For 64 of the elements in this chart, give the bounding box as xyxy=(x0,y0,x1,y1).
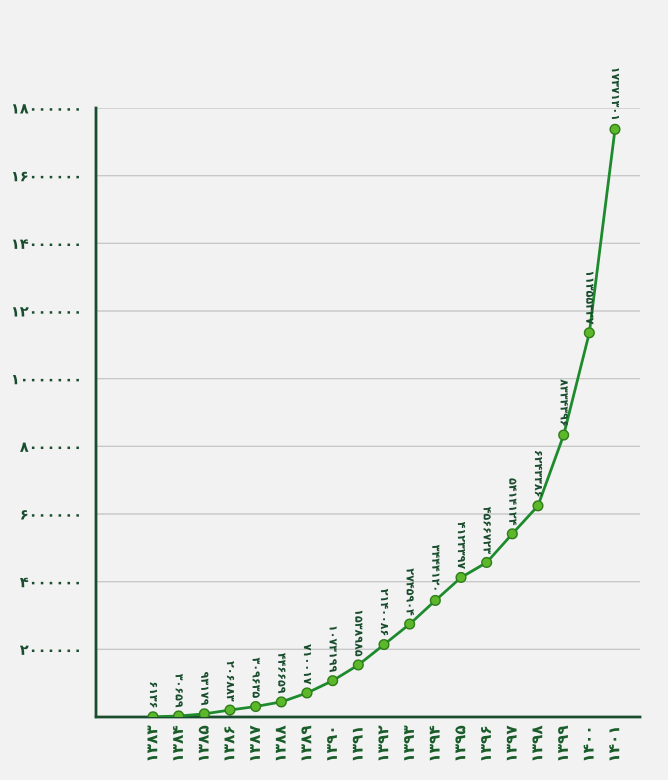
x-tick-label: ۱۳۹۵ xyxy=(455,726,466,760)
data-label: ۴۵۶۶۷۲۳ xyxy=(484,506,491,554)
point xyxy=(378,639,390,650)
data-label: ۱۷۳۷۱۳۰۱ xyxy=(612,68,619,119)
point xyxy=(276,696,287,708)
data-label: ۳۰۶۵۹ xyxy=(176,674,183,708)
data-label: ۱۱۳۵۵۳۲۷ xyxy=(586,272,594,324)
data-label: ۳۰۹۶۳۵ xyxy=(252,658,260,698)
y-tick-label: ۶۰۰۰۰۰۰ xyxy=(21,510,79,520)
point xyxy=(352,659,364,670)
point xyxy=(224,704,236,716)
y-tick-label: ۴۰۰۰۰۰۰ xyxy=(20,578,79,588)
x-tick-label: ۱۴۰۰ xyxy=(584,728,594,760)
data-label: ۴۴۶۶۵۹ xyxy=(278,653,286,694)
x-tick-label: ۱۳۸۵ xyxy=(198,726,209,760)
x-tick-label: ۱۳۸۹ xyxy=(301,726,312,760)
y-tick-label: ۱۶۰۰۰۰۰۰ xyxy=(12,172,79,182)
data-label: ۸۳۳۴۳۹۶ xyxy=(560,379,568,426)
point xyxy=(250,700,262,712)
data-label: ۲۱۴۰۰۸۶ xyxy=(380,588,388,636)
data-label: ۶۱۳۶ xyxy=(150,682,158,708)
x-tick-label: ۱۳۸۴ xyxy=(172,726,183,760)
point xyxy=(584,327,595,338)
data-label: ۱۵۳۸۹۸۵ xyxy=(355,610,362,656)
data-label: ۴۱۲۳۳۹۷ xyxy=(458,522,466,569)
y-tick-label: ۱۰۰۰۰۰۰۰ xyxy=(12,374,79,384)
x-tick-label: ۱۳۹۲ xyxy=(378,726,388,760)
data-label: ۶۲۴۳۳۸۶ xyxy=(534,450,542,496)
x-tick-label: ۱۳۹۶ xyxy=(481,726,491,760)
x-tick-label: ۱۳۹۷ xyxy=(506,726,517,760)
point xyxy=(327,675,338,686)
point xyxy=(532,500,544,512)
data-label: ۳۴۴۴۱۲۰ xyxy=(432,544,440,590)
y-tick-label: ۱۲۰۰۰۰۰۰ xyxy=(12,307,79,317)
point xyxy=(198,708,210,717)
point xyxy=(609,124,621,135)
x-tick-label: ۱۳۹۴ xyxy=(430,726,440,760)
x-tick-label: ۱۳۹۰ xyxy=(327,728,337,760)
x-tick-label: ۱۳۸۷ xyxy=(250,726,260,760)
x-tick-label: ۱۳۸۸ xyxy=(276,726,286,760)
x-tick-label: ۱۳۹۱ xyxy=(352,728,363,760)
point xyxy=(301,687,313,699)
data-label: ۹۳۱۷۹ xyxy=(201,672,208,706)
data-label: ۵۴۱۴۱۲۴ xyxy=(509,478,516,526)
x-tick-label: ۱۳۸۳ xyxy=(148,726,158,760)
x-tick-label: ۱۴۰۱ xyxy=(609,728,620,760)
x-tick-label: ۱۳۹۳ xyxy=(404,726,414,760)
y-tick-label: ۲۰۰۰۰۰۰ xyxy=(20,646,79,655)
point xyxy=(481,556,492,568)
y-tick-label: ۱۸۰۰۰۰۰۰ xyxy=(12,104,79,114)
data-label: ۲۷۴۵۹۰۴ xyxy=(406,568,414,616)
data-label: ۷۱۰۰۱۷ xyxy=(304,644,311,684)
point xyxy=(430,594,441,606)
y-tick-label: ۱۴۰۰۰۰۰۰ xyxy=(12,239,79,249)
point xyxy=(558,429,570,441)
y-tick-label: ۸۰۰۰۰۰۰ xyxy=(20,442,79,452)
x-tick-label: ۱۳۹۸ xyxy=(532,726,542,760)
data-label: ۲۰۶۸۸۳ xyxy=(226,661,234,702)
x-tick-label: ۱۳۹۹ xyxy=(558,726,568,760)
point xyxy=(506,528,518,540)
point xyxy=(455,572,467,584)
data-label: ۱۰۷۳۱۹۹ xyxy=(330,626,337,672)
x-tick-label: ۱۳۸۶ xyxy=(224,726,234,760)
point xyxy=(404,618,416,630)
